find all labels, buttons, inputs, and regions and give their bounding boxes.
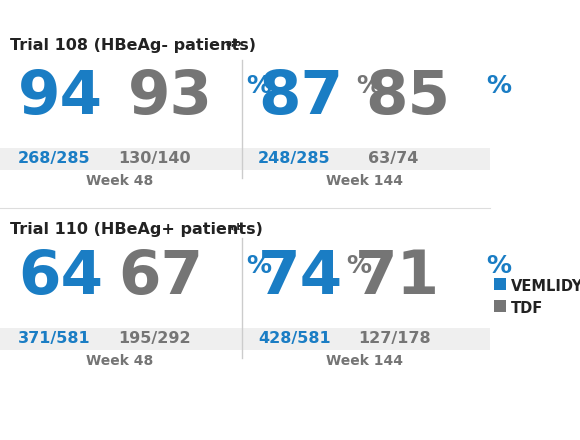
Text: %: % [356,74,381,98]
Text: VEMLIDY: VEMLIDY [511,279,580,294]
Text: a,b: a,b [228,223,244,232]
Text: 67: 67 [118,248,203,307]
Text: Week 48: Week 48 [86,174,154,188]
FancyBboxPatch shape [0,328,242,350]
Text: %: % [246,74,271,98]
Text: TDF: TDF [511,301,543,316]
Text: 71: 71 [355,248,440,307]
Text: 127/178: 127/178 [358,331,430,346]
Text: 63/74: 63/74 [368,151,418,166]
Text: a,b: a,b [226,39,242,48]
Text: 268/285: 268/285 [18,151,90,166]
FancyBboxPatch shape [242,328,490,350]
Text: Week 144: Week 144 [327,174,404,188]
Text: %: % [246,254,271,278]
FancyBboxPatch shape [494,278,506,290]
Text: Week 144: Week 144 [327,354,404,368]
Text: 87: 87 [258,68,343,127]
Text: Trial 108 (HBeAg- patients): Trial 108 (HBeAg- patients) [10,38,256,53]
Text: 85: 85 [365,68,450,127]
Text: 248/285: 248/285 [258,151,331,166]
Text: 130/140: 130/140 [118,151,191,166]
Text: 371/581: 371/581 [18,331,90,346]
Text: Trial 110 (HBeAg+ patients): Trial 110 (HBeAg+ patients) [10,222,263,237]
Text: 94: 94 [18,68,103,127]
Text: Week 48: Week 48 [86,354,154,368]
Text: 74: 74 [258,248,343,307]
Text: %: % [346,254,371,278]
FancyBboxPatch shape [0,148,242,170]
FancyBboxPatch shape [494,300,506,312]
Text: %: % [486,74,511,98]
Text: 93: 93 [128,68,213,127]
Text: 195/292: 195/292 [118,331,191,346]
Text: 428/581: 428/581 [258,331,331,346]
FancyBboxPatch shape [242,148,490,170]
Text: 64: 64 [18,248,103,307]
Text: %: % [486,254,511,278]
